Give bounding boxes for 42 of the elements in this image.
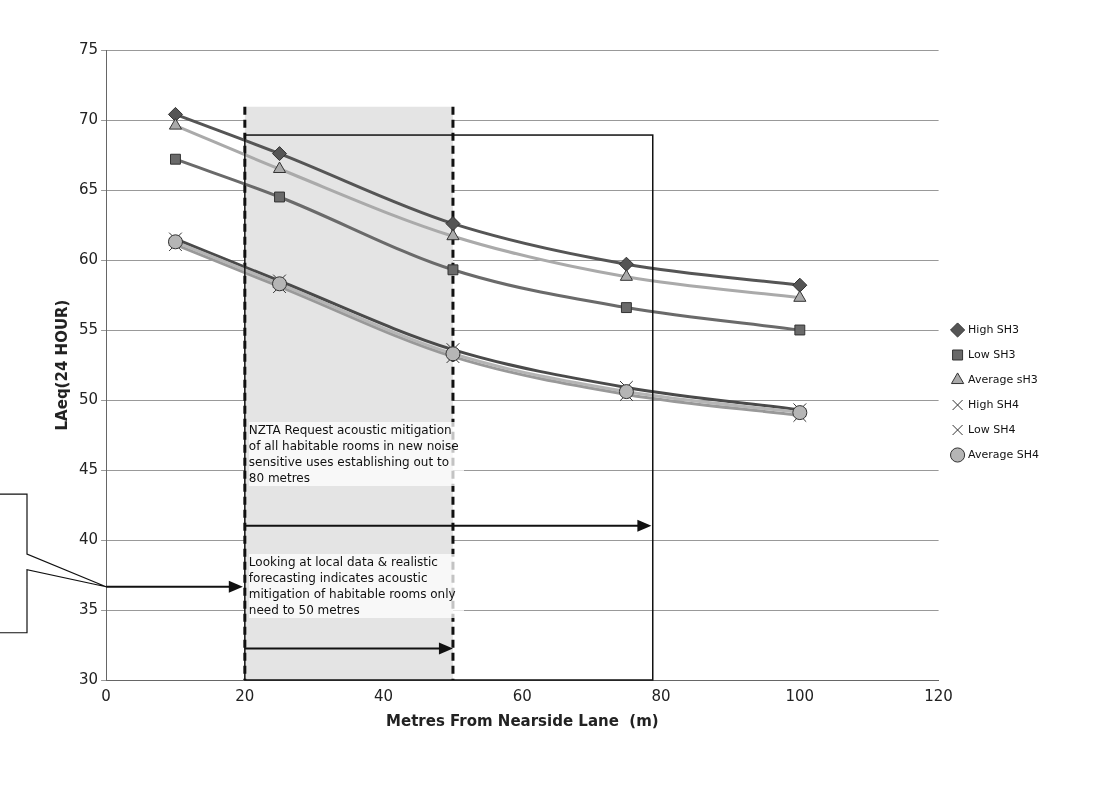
y-tick-label: 45 xyxy=(78,459,99,478)
point xyxy=(793,290,807,302)
point xyxy=(619,269,633,281)
x-tick-label: 120 xyxy=(924,686,953,705)
point xyxy=(167,106,183,122)
point xyxy=(794,324,806,336)
legend-label: High SH3 xyxy=(968,322,1020,336)
x-tick-label: 80 xyxy=(651,686,671,705)
y-tick-label: 60 xyxy=(78,249,99,268)
legend-label: Average SH4 xyxy=(968,447,1039,461)
point xyxy=(272,146,288,162)
x-tick-label: 100 xyxy=(785,686,815,705)
legend-label: Average sH3 xyxy=(968,372,1038,386)
y-tick-label: 50 xyxy=(78,389,99,408)
point xyxy=(168,118,183,130)
y-axis-title: LAeq(24 HOUR) xyxy=(52,299,71,431)
y-tick-label: 40 xyxy=(78,529,99,548)
point xyxy=(445,216,461,232)
y-tick-label: 70 xyxy=(78,109,99,128)
x-tick-label: 0 xyxy=(101,686,111,705)
legend-label: High SH4 xyxy=(968,397,1020,411)
legend-label: Low SH3 xyxy=(968,347,1016,361)
y-tick-label: 65 xyxy=(78,179,99,198)
point xyxy=(447,264,459,276)
point xyxy=(792,277,808,293)
x-axis-title: Metres From Nearside Lane (m) xyxy=(386,711,659,730)
point xyxy=(274,191,285,203)
annotation: Looking at local data & realistic forecasting indicates acoustic mitigation of habitable rooms only need to 50 metres xyxy=(248,554,464,618)
x-tick-label: 60 xyxy=(512,686,532,705)
y-tick-label: 75 xyxy=(78,39,99,58)
annotation: NZTA Request acoustic mitigation of all habitable rooms in new noise sensitive uses establishing out to 80 metres xyxy=(248,421,464,486)
point xyxy=(446,228,460,241)
point xyxy=(620,302,632,314)
x-tick-label: 20 xyxy=(235,686,255,705)
y-tick-label: 30 xyxy=(78,669,99,688)
y-tick-label: 35 xyxy=(78,599,99,618)
legend-label: Low SH4 xyxy=(968,422,1016,436)
point xyxy=(272,161,287,173)
point xyxy=(170,153,181,165)
point xyxy=(618,256,634,272)
x-tick-label: 40 xyxy=(374,686,394,705)
y-tick-label: 55 xyxy=(78,319,99,338)
